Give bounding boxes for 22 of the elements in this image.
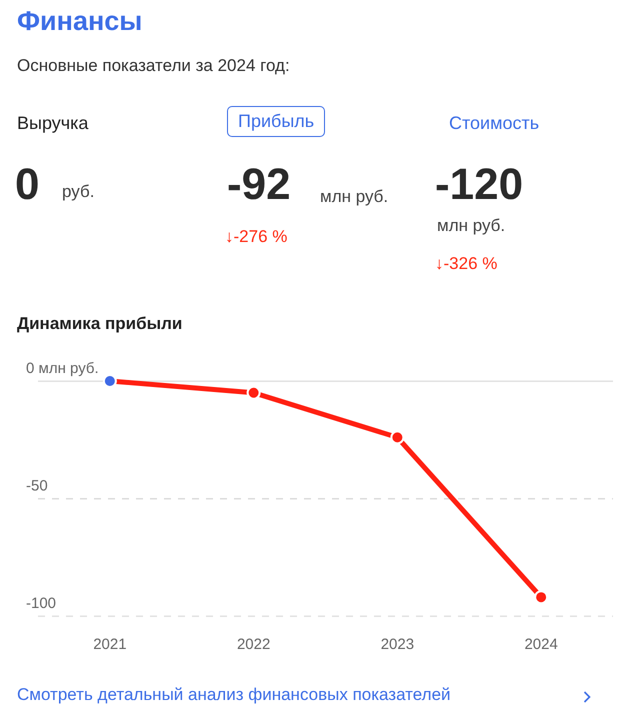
text: Прибыль: [227, 106, 326, 137]
text: Смотреть детальный анализ финансовых показателей: [17, 685, 451, 705]
text: -92: [227, 160, 291, 210]
y-tick-label: -50: [26, 478, 48, 495]
text: млн руб.: [437, 216, 506, 236]
text: 0: [15, 160, 40, 210]
text: ↓-276 %: [225, 227, 288, 247]
text: Финансы: [17, 6, 142, 37]
chart-title: Динамика прибыли: [17, 314, 182, 334]
text: млн руб.: [320, 187, 388, 207]
x-tick-label: 2022: [236, 636, 270, 654]
text: -120: [435, 160, 524, 210]
text: Выручка: [17, 113, 88, 134]
x-tick-label: 2021: [93, 636, 127, 654]
text: Стоимость: [449, 113, 540, 134]
text: Основные показатели за 2024 год:: [17, 56, 290, 76]
text: руб.: [62, 182, 94, 202]
x-tick-label: 2024: [524, 636, 558, 654]
y-tick-label: 0 млн руб.: [26, 360, 99, 378]
text: ↓-326 %: [435, 254, 498, 274]
y-tick-label: -100: [26, 595, 56, 612]
x-tick-label: 2023: [380, 636, 414, 654]
